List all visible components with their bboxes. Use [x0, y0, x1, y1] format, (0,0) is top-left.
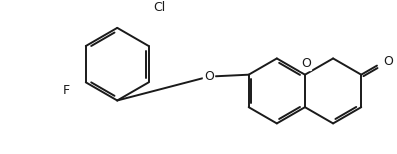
- Text: Cl: Cl: [153, 2, 166, 14]
- Text: O: O: [301, 57, 311, 70]
- Text: O: O: [384, 55, 393, 68]
- Text: O: O: [204, 70, 214, 83]
- Text: F: F: [62, 84, 69, 97]
